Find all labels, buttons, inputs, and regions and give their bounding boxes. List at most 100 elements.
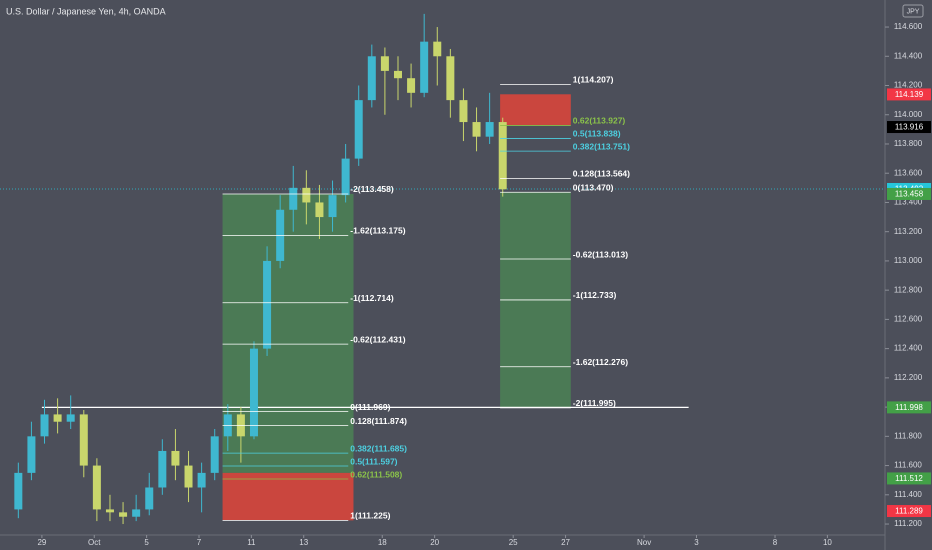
candle-body — [171, 450, 180, 466]
fib-label: 0.128(111.874) — [350, 416, 407, 426]
candle-body — [289, 187, 298, 210]
fib-label: 0(113.470) — [573, 182, 614, 192]
fib-label: 1(111.225) — [350, 511, 390, 521]
y-tick-label: 112.400 — [894, 344, 923, 353]
fib-label: 0.5(113.838) — [573, 129, 621, 139]
candle-body — [328, 195, 337, 218]
fib-label: -2(111.995) — [573, 398, 616, 408]
candle-body — [210, 436, 219, 473]
candle-body — [420, 41, 429, 93]
candle-body — [407, 78, 416, 93]
x-tick-label: 13 — [299, 538, 308, 547]
candle-body — [66, 414, 75, 422]
x-tick-label: 8 — [773, 538, 778, 547]
candle-body — [145, 487, 154, 510]
price-tag-label: 114.139 — [895, 90, 924, 99]
y-tick-label: 114.200 — [894, 81, 923, 90]
candle-body — [459, 100, 468, 123]
y-tick-label: 111.800 — [894, 431, 922, 440]
fib-label: 0.128(113.564) — [573, 169, 630, 179]
currency-box — [902, 4, 924, 18]
y-tick-label: 114.600 — [894, 22, 923, 31]
x-tick-label: 18 — [378, 538, 387, 547]
fib-label: 0.62(111.508) — [350, 469, 402, 479]
candle-body — [263, 260, 272, 349]
y-tick-label: 112.600 — [894, 315, 923, 324]
y-tick-label: 111.400 — [894, 490, 922, 499]
price-tag — [887, 187, 931, 200]
x-tick-label: 20 — [430, 538, 439, 547]
price-tag-label: 111.512 — [895, 474, 923, 483]
candle-body — [14, 472, 23, 510]
candle-body — [433, 41, 442, 57]
chart-title: U.S. Dollar / Japanese Yen, 4h, OANDA — [6, 6, 166, 16]
fib-label: -1(112.733) — [573, 290, 617, 300]
fib-label: 0.62(113.927) — [573, 116, 626, 126]
fib-label: -1.62(112.276) — [573, 357, 628, 367]
y-tick-label: 114.000 — [894, 110, 923, 119]
price-tag-label: 113.916 — [895, 123, 924, 132]
candle-body — [341, 158, 350, 196]
x-tick-label: 11 — [247, 538, 256, 547]
y-tick-label: 113.800 — [894, 139, 923, 148]
price-tag — [887, 121, 931, 134]
currency-label: JPY — [907, 8, 920, 15]
y-tick-label: 114.400 — [894, 51, 923, 60]
fib-label: 0.382(111.685) — [350, 443, 407, 453]
candle-body — [92, 465, 101, 510]
candle-body — [446, 56, 455, 101]
fib-label: 0.5(111.597) — [350, 456, 397, 466]
x-tick-label: 25 — [509, 538, 518, 547]
candle-body — [40, 414, 49, 437]
x-tick-label: Oct — [88, 538, 101, 547]
fib-label: -1(112.714) — [350, 293, 394, 303]
candle-body — [380, 56, 389, 71]
candle-body — [197, 472, 206, 488]
candle-body — [367, 56, 376, 101]
y-tick-label: 112.200 — [894, 373, 923, 382]
fib-label: -0.62(112.431) — [350, 334, 405, 344]
fib-label: 1(114.207) — [573, 75, 614, 85]
fib-label: -1.62(113.175) — [350, 226, 405, 236]
price-tag — [887, 401, 931, 414]
price-tag — [887, 505, 931, 518]
fib-label: 0(111.969) — [350, 402, 390, 412]
fib-label: -2(113.458) — [350, 184, 394, 194]
fib-label: 0.382(113.751) — [573, 141, 630, 151]
y-tick-label: 113.400 — [894, 198, 923, 207]
candle-body — [184, 465, 193, 488]
y-tick-label: 113.200 — [894, 227, 923, 236]
candle-body — [472, 122, 481, 137]
price-tag — [887, 472, 931, 485]
y-tick-label: 113.600 — [894, 168, 923, 177]
price-tag-label: 111.289 — [895, 507, 923, 516]
zone — [222, 472, 354, 521]
candle-body — [132, 509, 141, 517]
y-tick-label: 112.800 — [894, 285, 923, 294]
y-tick-label: 113.000 — [894, 256, 923, 265]
fib-label: -0.62(113.013) — [573, 249, 628, 259]
candle-body — [485, 122, 494, 137]
price-tag — [887, 88, 931, 101]
x-tick-label: 5 — [144, 538, 149, 547]
zone — [500, 94, 571, 125]
candle-body — [105, 509, 114, 513]
x-tick-label: 3 — [694, 538, 699, 547]
y-tick-label: 111.200 — [894, 519, 922, 528]
candle-body — [393, 70, 402, 79]
candle-body — [158, 450, 167, 488]
x-tick-label: 7 — [197, 538, 202, 547]
x-tick-label: 10 — [823, 538, 832, 547]
candle-body — [119, 512, 128, 517]
candle-body — [354, 100, 363, 159]
candle-body — [498, 122, 507, 190]
price-tag-label: 113.458 — [895, 190, 924, 199]
x-tick-label: 29 — [37, 538, 46, 547]
candle-body — [53, 414, 62, 422]
candle-body — [315, 202, 324, 218]
price-tag-label: 111.998 — [895, 403, 923, 412]
x-tick-label: Nov — [637, 538, 651, 547]
x-tick-label: 27 — [561, 538, 570, 547]
